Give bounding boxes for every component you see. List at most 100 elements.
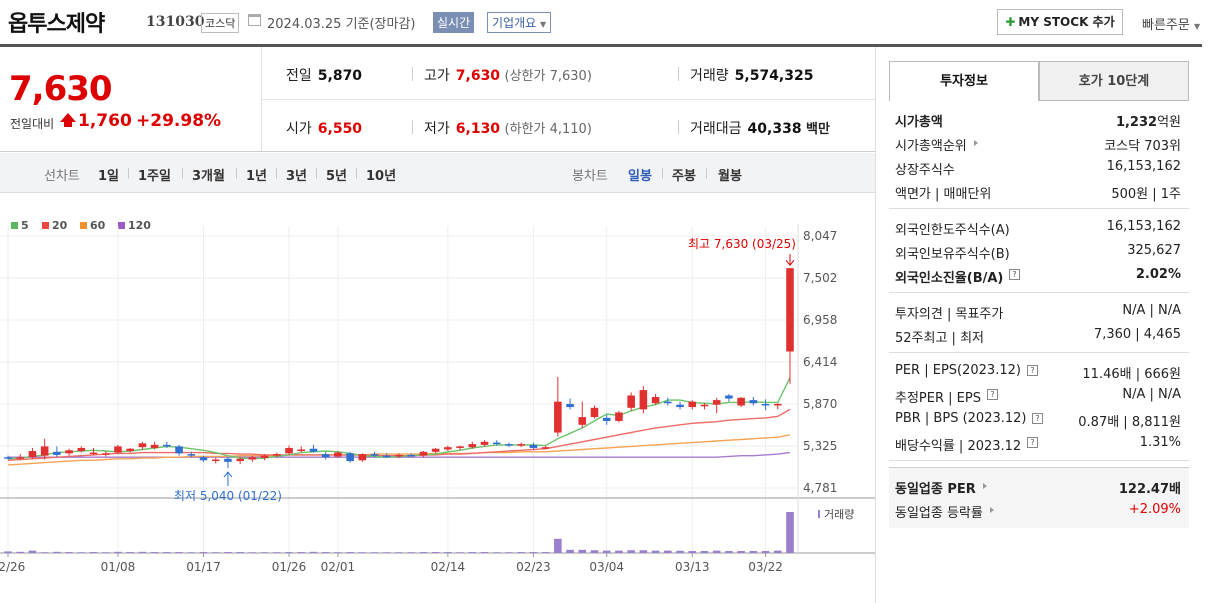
period-1y[interactable]: 1년 (246, 169, 268, 184)
volume-bar (211, 552, 220, 553)
volume-bar (370, 552, 379, 553)
candle-body (40, 446, 49, 456)
candle-monthly[interactable]: 월봉 (718, 169, 742, 184)
info-value-text: 7,360 | 4,465 (1093, 327, 1181, 342)
volume-bar (273, 552, 281, 553)
candle-body (590, 407, 599, 418)
info-label: PER | EPS(2023.12) (895, 363, 1021, 378)
period-1w[interactable]: 1주일 (138, 169, 171, 184)
volume-bar (480, 552, 489, 553)
volume-bar (749, 551, 758, 553)
candle-body (309, 448, 318, 452)
y-tick-label: 4,781 (803, 481, 837, 495)
volume-bar (358, 552, 367, 553)
plus-icon: ✚ (1005, 15, 1016, 29)
volume-legend-swatch (818, 510, 820, 518)
volume-bar (321, 552, 330, 553)
volume-bar (566, 549, 574, 553)
header-divider (0, 44, 1202, 47)
volume-bar (615, 550, 623, 553)
volume-value: 5,574,325 (734, 68, 814, 84)
quick-order-dropdown[interactable]: 빠른주문 ▼ (1142, 14, 1200, 33)
help-icon[interactable]: ? (1027, 437, 1038, 448)
candle-body (224, 458, 232, 462)
info-label: 외국인소진율(B/A) (895, 271, 1004, 286)
volume-bar (639, 550, 648, 553)
candle-body (578, 417, 587, 425)
candle-body (615, 412, 623, 421)
chart-canvas[interactable]: 5 20 60 120 8,047 7,502 6,958 6,414 5,870 5,325 4,… (0, 194, 876, 603)
volume-bar (175, 552, 183, 553)
volume-bar (236, 552, 244, 553)
amount-label: 거래대금 (690, 121, 742, 137)
volume-bar (529, 552, 538, 553)
x-tick-label: 03/04 (589, 560, 624, 574)
period-1d[interactable]: 1일 (98, 169, 120, 184)
info-value: 7,360 | 4,465 (1094, 327, 1181, 342)
period-5y[interactable]: 5년 (326, 169, 348, 184)
help-icon[interactable]: ? (1032, 413, 1043, 424)
candle-body (786, 268, 794, 352)
company-overview-dropdown[interactable]: 기업개요 ▼ (487, 12, 552, 33)
info-group-4: PER | EPS(2023.12)? 11.46배 | 666원 추정PER | … (889, 353, 1189, 461)
info-value-text: 1,232 (1115, 115, 1158, 130)
volume-bar (627, 550, 635, 553)
period-10y[interactable]: 10년 (366, 169, 397, 184)
info-row: PBR | BPS (2023.12)? 0.87배 | 8,811원 (889, 407, 1189, 431)
stock-name: 옵투스제약 (8, 12, 105, 37)
volume-bar (53, 551, 61, 553)
info-value-text: 325,627 (1127, 243, 1181, 258)
candle-body (199, 457, 208, 461)
info-row: 시가총액 1,232억원 (889, 107, 1189, 131)
volume-bar (77, 552, 86, 553)
candle-body (248, 457, 257, 460)
prev-close-value: 5,870 (317, 68, 363, 84)
x-tick-label: 02/23 (516, 560, 551, 574)
info-row: 외국인소진율(B/A)? 2.02% (889, 263, 1189, 287)
volume-bar (309, 551, 318, 553)
candle-body (761, 403, 770, 406)
candle-weekly[interactable]: 주봉 (672, 169, 696, 184)
calendar-icon (248, 14, 261, 26)
info-group-1: 시가총액 1,232억원 시가총액순위 코스닥 703위 상장주식수 16,153,162… (889, 101, 1189, 209)
candle-body (382, 455, 391, 458)
candle-daily[interactable]: 일봉 (628, 169, 652, 184)
period-3y[interactable]: 3년 (286, 169, 308, 184)
y-tick-label: 7,502 (803, 271, 837, 285)
help-icon[interactable]: ? (1027, 365, 1038, 376)
help-icon[interactable]: ? (1009, 269, 1020, 280)
info-label: PBR | BPS (2023.12) (895, 411, 1027, 426)
info-row[interactable]: 동일업종 PER 122.47배 (889, 474, 1189, 498)
candle-body (627, 395, 635, 408)
price-stats: 전일 5,870 고가 7,630 (상한가 7,630) 거래량 5,574,325… (262, 47, 876, 152)
x-tick-label: 01/17 (186, 560, 221, 574)
tab-orderbook-10[interactable]: 호가 10단계 (1039, 61, 1189, 101)
info-value: 2.02% (1136, 267, 1181, 282)
info-label: 상장주식수 (895, 163, 955, 178)
legend-label-20: 20 (52, 219, 68, 232)
help-icon[interactable]: ? (987, 389, 998, 400)
stock-chart: 5 20 60 120 8,047 7,502 6,958 6,414 5,870 5,325 4,… (0, 194, 876, 603)
info-row[interactable]: 동일업종 등락률 +2.09% (889, 498, 1189, 522)
candle-body (517, 444, 525, 446)
volume-bar (761, 551, 770, 553)
info-label: 외국인보유주식수(B) (895, 247, 1010, 262)
legend-swatch-5 (11, 222, 18, 229)
x-tick-label: 03/13 (675, 560, 710, 574)
info-row[interactable]: 시가총액순위 코스닥 703위 (889, 131, 1189, 155)
candle-body (16, 457, 25, 459)
tab-investment-info[interactable]: 투자정보 (889, 61, 1039, 101)
volume-bar (773, 550, 782, 553)
realtime-button[interactable]: 실시간 (433, 12, 475, 33)
info-value: +2.09% (1129, 502, 1181, 517)
y-tick-label: 6,414 (803, 355, 837, 369)
period-3m[interactable]: 3개월 (192, 169, 225, 184)
legend-label-60: 60 (90, 219, 106, 232)
info-value-text: 1.31% (1139, 435, 1181, 450)
candle-body (737, 397, 745, 406)
candle-body (651, 397, 660, 404)
candle-body (492, 442, 501, 445)
candle-body (126, 448, 134, 452)
info-value-text: 122.47배 (1118, 482, 1181, 497)
add-mystock-button[interactable]: ✚ MY STOCK 추가 (997, 9, 1123, 35)
